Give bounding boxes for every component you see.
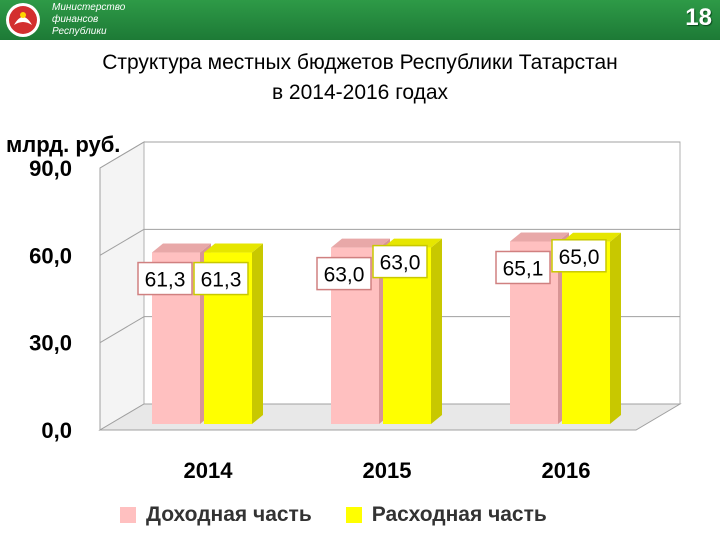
data-label: 63,0: [324, 264, 365, 287]
legend-label-income: Доходная часть: [146, 503, 312, 526]
y-tick-label: 60,0: [29, 243, 72, 268]
y-tick-label: 0,0: [41, 418, 72, 443]
tatarstan-emblem-icon: [6, 3, 40, 37]
data-label: 61,3: [201, 269, 242, 292]
bar-top: [152, 243, 211, 253]
bar-side: [252, 243, 263, 424]
legend-item-income: Доходная часть: [120, 503, 312, 527]
legend: Доходная часть Расходная часть: [120, 500, 581, 530]
header-band: [0, 0, 720, 40]
data-label-box: [551, 239, 607, 273]
x-tick-label: 2016: [542, 458, 591, 483]
data-label: 65,1: [503, 257, 544, 280]
bar-side: [431, 238, 442, 424]
y-tick-label: 90,0: [29, 156, 72, 181]
ministry-line-2: финансов: [52, 14, 99, 25]
slide-number: 18: [685, 4, 712, 31]
legend-item-expense: Расходная часть: [345, 503, 547, 527]
data-label: 65,0: [559, 246, 600, 269]
y-tick-label: 30,0: [29, 331, 72, 356]
data-label-box: [193, 261, 249, 296]
gridline-side: [99, 316, 145, 344]
data-label-box: [137, 261, 193, 296]
page-title: Структура местных бюджетов Республики Та…: [20, 48, 700, 108]
data-label-box: [372, 244, 428, 279]
bar-top: [204, 243, 263, 253]
x-tick-label: 2015: [363, 458, 412, 483]
data-label: 61,3: [145, 269, 186, 292]
legend-swatch-expense: [345, 507, 362, 523]
data-label-box: [495, 250, 551, 285]
x-tick-label: 2014: [184, 458, 234, 483]
ministry-name: Министерство финансов Республики: [52, 2, 162, 38]
gridline-side: [99, 228, 145, 256]
gridline-side: [99, 141, 145, 169]
data-label: 63,0: [380, 252, 421, 275]
legend-swatch-income: [120, 507, 136, 523]
y-axis-label: млрд. руб.: [6, 132, 120, 157]
ministry-line-1: Министерство: [52, 2, 126, 13]
title-line-1: Структура местных бюджетов Республики Та…: [102, 51, 618, 74]
data-label-box: [316, 256, 372, 291]
title-line-2: в 2014-2016 годах: [271, 81, 449, 104]
ministry-line-3: Республики: [52, 26, 107, 37]
bar-side: [610, 232, 621, 424]
legend-label-expense: Расходная часть: [371, 503, 547, 526]
